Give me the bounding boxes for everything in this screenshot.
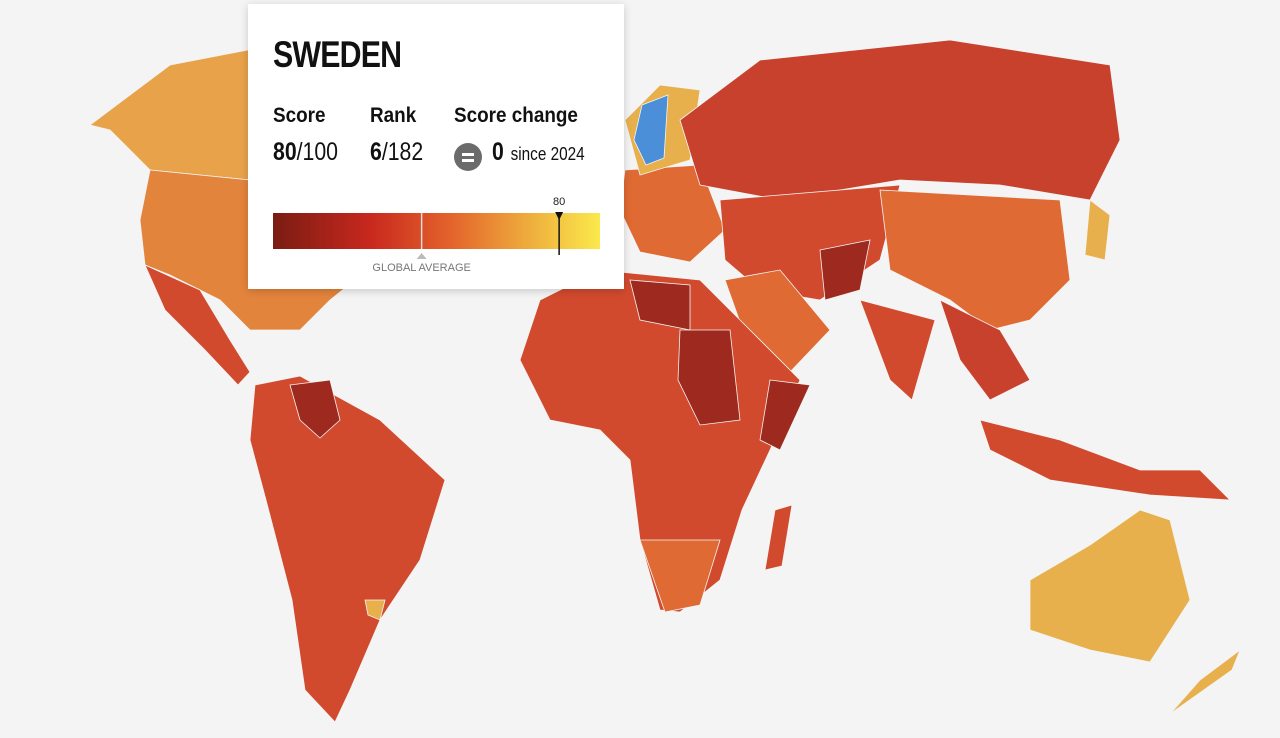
country-name: SWEDEN [273, 34, 402, 75]
score-scale: GLOBAL AVERAGE 80 [273, 196, 600, 274]
rank: 6/182 [370, 138, 423, 167]
china [879, 189, 1071, 331]
score-label: Score [273, 104, 326, 127]
score-marker-label: 80 [553, 196, 565, 208]
libya [629, 279, 691, 331]
new-zealand [1169, 648, 1241, 715]
indonesia [979, 419, 1232, 501]
change-value: 0 [492, 138, 504, 166]
score-value: 80 [273, 138, 297, 166]
tooltip: SWEDEN Score Rank Score change 80/100 6/… [248, 4, 624, 289]
score-marker-pointer [555, 212, 564, 220]
sudan [677, 329, 741, 426]
rank-label: Rank [370, 104, 417, 127]
change: 0 since 2024 [492, 138, 585, 167]
global-average-pointer [416, 253, 427, 259]
india [859, 299, 936, 401]
south-america [249, 375, 446, 723]
change-label: Score change [454, 104, 578, 127]
scale-gradient [273, 213, 600, 249]
mexico [144, 264, 251, 386]
somalia [759, 379, 811, 451]
southeast-asia [939, 299, 1031, 401]
score-max: /100 [296, 138, 339, 166]
rank-total: /182 [381, 138, 424, 166]
score: 80/100 [273, 138, 338, 167]
venezuela [289, 379, 341, 439]
southern-africa [639, 539, 721, 613]
change-since: since 2024 [510, 144, 585, 164]
afghanistan [819, 239, 871, 301]
madagascar [764, 504, 793, 571]
rank-value: 6 [370, 138, 382, 166]
global-average-label: GLOBAL AVERAGE [372, 262, 470, 274]
russia [679, 39, 1121, 201]
australia [1029, 509, 1191, 663]
japan [1084, 199, 1111, 261]
uruguay [364, 599, 386, 621]
sweden [633, 94, 669, 166]
no-change-icon [454, 143, 482, 171]
